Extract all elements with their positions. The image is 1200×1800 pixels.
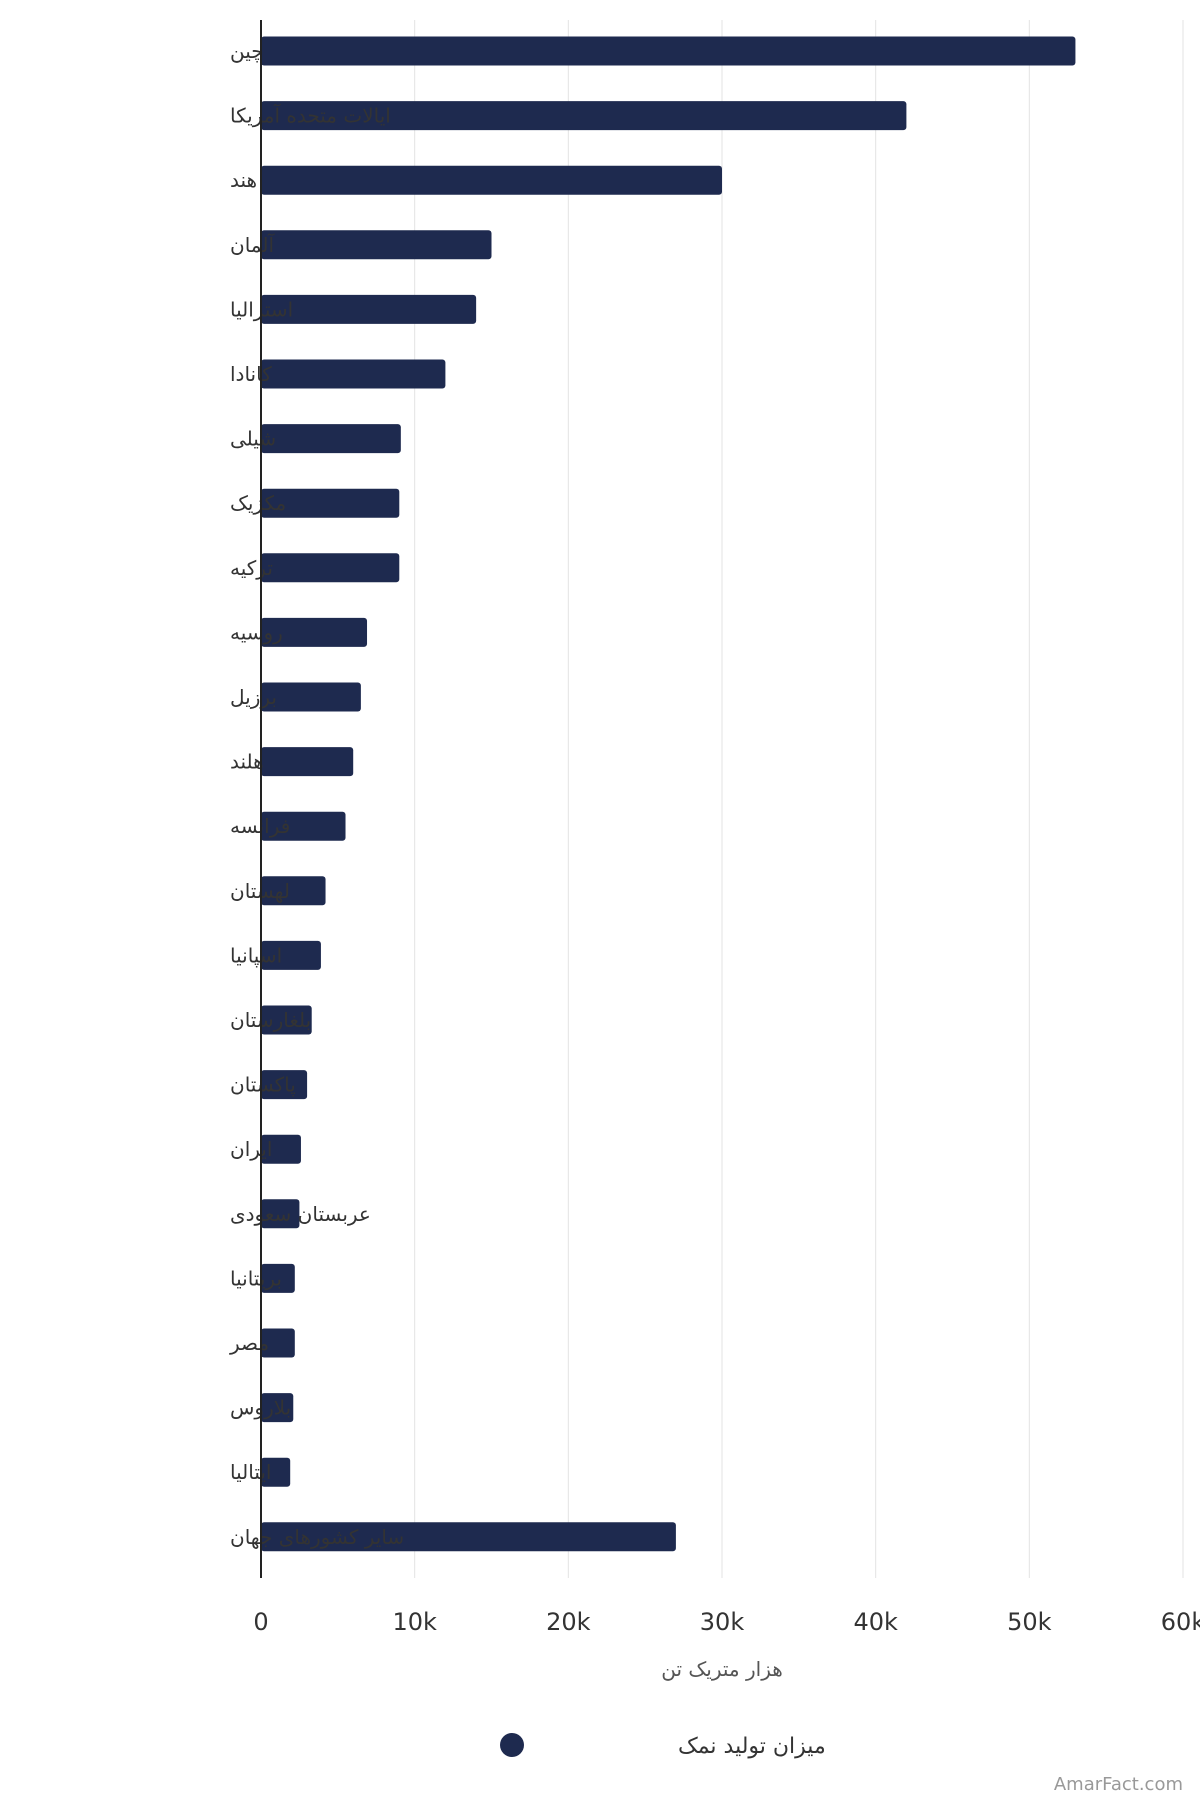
- bar[interactable]: [261, 1393, 294, 1423]
- category-label: سایر کشورهای جهان: [230, 1525, 404, 1549]
- category-label: چین: [230, 39, 264, 63]
- x-tick-label: 40k: [853, 1608, 898, 1636]
- category-label: پاکستان: [230, 1073, 296, 1098]
- x-tick-label: 20k: [546, 1608, 591, 1636]
- x-axis-title: هزار متریک تن: [661, 1657, 783, 1681]
- bar[interactable]: [261, 682, 361, 712]
- bar[interactable]: [261, 617, 368, 647]
- bar[interactable]: [261, 553, 400, 583]
- category-label: کانادا: [230, 362, 272, 386]
- bar[interactable]: [261, 1263, 295, 1293]
- category-label: هند: [230, 168, 257, 192]
- gridlines: [414, 20, 1184, 1578]
- bar[interactable]: [261, 1070, 308, 1100]
- category-label: بریتانیا: [230, 1266, 282, 1290]
- category-label: روسیه: [230, 620, 283, 644]
- bar[interactable]: [261, 101, 907, 131]
- category-label: اسپانیا: [230, 943, 282, 968]
- x-tick-label: 30k: [700, 1608, 745, 1636]
- bar[interactable]: [261, 294, 477, 324]
- bars: [261, 36, 1076, 1552]
- bar[interactable]: [261, 811, 346, 841]
- category-label: مکزیک: [230, 491, 286, 515]
- bar[interactable]: [261, 747, 354, 777]
- category-label: ترکیه: [230, 556, 273, 580]
- bar[interactable]: [261, 424, 401, 454]
- legend-swatch: [500, 1733, 524, 1757]
- bar[interactable]: [261, 1199, 300, 1229]
- x-tick-label: 50k: [1007, 1608, 1052, 1636]
- bar[interactable]: [261, 488, 400, 518]
- bar[interactable]: [261, 876, 326, 906]
- category-label: بلغارستان: [230, 1008, 311, 1032]
- bar[interactable]: [261, 230, 492, 260]
- category-label: مصر: [229, 1331, 269, 1355]
- category-label: لهستان: [230, 879, 290, 903]
- category-label: آلمان: [230, 232, 275, 257]
- legend[interactable]: میزان تولید نمک: [500, 1733, 826, 1759]
- x-tick-label: 10k: [392, 1608, 437, 1636]
- legend-label: میزان تولید نمک: [678, 1734, 826, 1759]
- x-tick-labels: 0 10k 20k 30k 40k 50k 60k: [253, 1608, 1200, 1636]
- bar[interactable]: [261, 1328, 295, 1358]
- category-label: برزیل: [230, 685, 277, 709]
- bar[interactable]: [261, 1134, 301, 1164]
- bar[interactable]: [261, 359, 446, 389]
- category-label: عربستان سعودی: [230, 1202, 371, 1226]
- category-label: هلند: [230, 750, 264, 774]
- x-tick-label: 0: [253, 1608, 268, 1636]
- x-tick-label: 60k: [1161, 1608, 1200, 1636]
- bar[interactable]: [261, 165, 722, 195]
- credit-text[interactable]: AmarFact.com: [1054, 1774, 1183, 1795]
- bar[interactable]: [261, 1457, 291, 1487]
- bar[interactable]: [261, 36, 1076, 66]
- bar[interactable]: [261, 1005, 312, 1035]
- category-label: ایتالیا: [230, 1460, 271, 1484]
- category-label: شیلی: [230, 427, 276, 451]
- bar[interactable]: [261, 940, 321, 970]
- bar[interactable]: [261, 1522, 676, 1552]
- category-label: ایران: [230, 1137, 272, 1161]
- category-label: ایالات متحده آمریکا: [230, 103, 391, 128]
